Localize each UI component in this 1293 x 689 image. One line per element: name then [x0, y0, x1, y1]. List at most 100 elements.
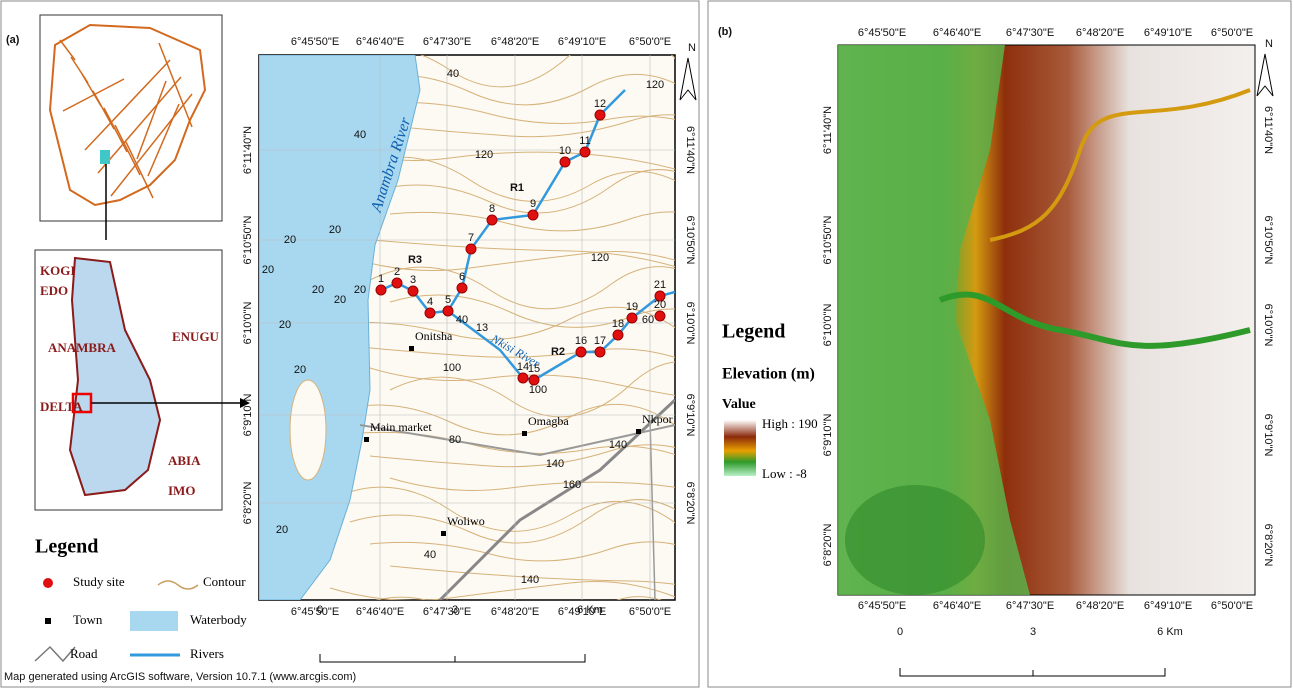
site-label: 17 [594, 335, 606, 347]
contour-label: 20 [312, 284, 324, 296]
state-border [114, 124, 141, 176]
place-label: Nkpor [642, 412, 673, 426]
lowland [838, 45, 1030, 595]
contour-label: 40 [424, 549, 436, 561]
contour-label: 80 [449, 434, 461, 446]
contour-line [389, 477, 675, 491]
scale-label: 0 [897, 626, 903, 638]
study-site [375, 284, 387, 296]
site-label: 2 [394, 266, 400, 278]
lat-tick-label: 6°9'10"N [684, 394, 696, 437]
lon-tick-label: 6°49'10"E [1144, 27, 1192, 39]
road [649, 419, 656, 600]
lat-tick-label: 6°11'40"N [684, 126, 696, 174]
state-border [84, 59, 171, 151]
legend-title: Legend [722, 321, 785, 343]
contour-line [329, 581, 675, 600]
contour-line [369, 541, 675, 562]
footnote: Map generated using ArcGIS software, Ver… [4, 671, 356, 683]
scale-bar [899, 668, 1166, 677]
site-label: 18 [612, 318, 624, 330]
site-label: 19 [626, 301, 638, 313]
site-label: 4 [427, 296, 433, 308]
lon-tick-label: 6°48'20"E [1076, 27, 1124, 39]
legend-town [45, 618, 51, 624]
lon-tick-label: 6°45'50"E [858, 27, 906, 39]
legend-subtitle: Elevation (m) [722, 366, 815, 383]
contour-line [389, 565, 675, 585]
lat-tick-label: 6°10'50"N [242, 215, 254, 264]
contour-label: 20 [329, 224, 341, 236]
lon-tick-label: 6°46'40"E [933, 27, 981, 39]
lon-tick-label: 6°49'10"E [558, 36, 606, 48]
lon-tick-label: 6°50'0"E [629, 606, 671, 618]
valley [989, 88, 1251, 242]
contour-label: 20 [294, 364, 306, 376]
legend-title: Legend [35, 536, 98, 558]
place-label: Woliwo [447, 514, 485, 528]
north-label: N [1265, 38, 1273, 50]
study-site [654, 310, 666, 322]
lon-tick-label: 6°45'50"E [291, 606, 339, 618]
state-label: ANAMBRA [48, 340, 116, 355]
place-label: Onitsha [415, 329, 453, 343]
contour-line [369, 444, 675, 468]
contour-label: 20 [334, 294, 346, 306]
lat-tick-label: 6°8'20"N [684, 482, 696, 525]
site-label: 1 [378, 273, 384, 285]
contour-line [369, 367, 675, 396]
contour-line [349, 251, 675, 271]
state-border [97, 76, 182, 174]
scale-label: 3 [1030, 626, 1036, 638]
lon-tick-label: 6°47'30"E [423, 36, 471, 48]
site-label: 10 [559, 145, 571, 157]
state-border [59, 39, 76, 61]
contour-label: 40 [354, 129, 366, 141]
scale-label: 0 [317, 604, 323, 616]
contour-line [369, 101, 675, 124]
scale-bar [319, 654, 586, 663]
contour-label: 100 [529, 384, 547, 396]
lon-tick-label: 6°50'0"E [1211, 27, 1253, 39]
scale-label: 6 Km [1157, 626, 1183, 638]
map-content [259, 55, 675, 600]
island [289, 379, 327, 481]
lon-tick-label: 6°48'20"E [491, 36, 539, 48]
legend-item: Contour [203, 574, 246, 589]
north-arrow [679, 57, 697, 101]
contour-label: 140 [521, 574, 539, 586]
legend-item: Road [70, 646, 98, 661]
contour-label: 120 [475, 149, 493, 161]
legend-item: Study site [73, 574, 125, 589]
contour-label: 20 [276, 524, 288, 536]
legend-high: High : 190 [762, 416, 818, 431]
lon-tick-label: 6°47'30"E [1006, 600, 1054, 612]
arrowhead [240, 398, 250, 408]
site-label: 16 [575, 335, 587, 347]
route-label: R2 [551, 346, 565, 358]
valley [938, 291, 1251, 349]
anambra-outline [68, 256, 162, 497]
site-label: 6 [459, 271, 465, 283]
lon-tick-label: 6°49'10"E [558, 606, 606, 618]
contour-label: 40 [447, 68, 459, 80]
site-label: 5 [445, 294, 451, 306]
lon-tick-label: 6°46'40"E [933, 600, 981, 612]
north-arrow [1256, 53, 1274, 97]
site-label: 13 [476, 322, 488, 334]
contour-line [349, 499, 675, 544]
lon-tick-label: 6°46'40"E [356, 36, 404, 48]
legend-water [130, 611, 178, 631]
legend-item: Town [73, 612, 103, 627]
study-site [391, 277, 403, 289]
contour-label: 20 [262, 264, 274, 276]
north-label: N [688, 42, 696, 54]
lon-tick-label: 6°47'30"E [1006, 27, 1054, 39]
state-border [62, 78, 125, 112]
study-site [594, 346, 606, 358]
state-border [136, 80, 167, 160]
contour-label: 100 [443, 362, 461, 374]
lon-tick-label: 6°48'20"E [491, 606, 539, 618]
lat-tick-label: 6°9'10"N [1262, 414, 1274, 457]
